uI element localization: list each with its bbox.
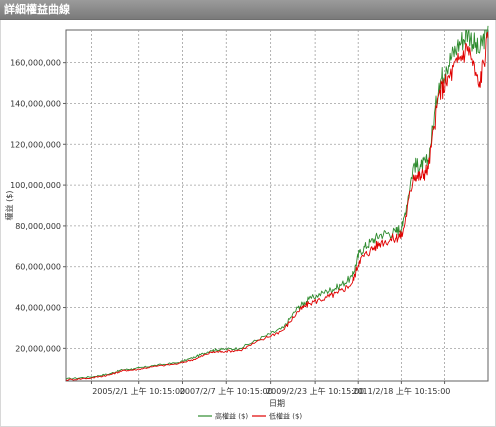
panel-title: 詳細權益曲線 — [0, 0, 496, 20]
y-tick-label: 100,000,000 — [10, 181, 61, 190]
x-axis-title: 日期 — [269, 399, 285, 408]
y-tick-label: 120,000,000 — [10, 140, 61, 149]
legend-label: 高權益 ($) — [215, 412, 248, 421]
x-tick-label: 2009/2/23 上午 10:15:00 — [266, 386, 364, 396]
y-tick-label: 140,000,000 — [10, 99, 61, 108]
y-tick-label: 40,000,000 — [15, 304, 61, 313]
y-axis-title: 權益 ($) — [4, 191, 14, 221]
y-tick-label: 20,000,000 — [15, 344, 61, 353]
legend-label: 低權益 ($) — [269, 412, 302, 421]
x-gridlines — [91, 30, 445, 381]
y-tick-label: 160,000,000 — [10, 59, 61, 68]
x-tick-label: 2007/2/7 上午 10:15:00 — [180, 386, 273, 396]
y-tick-label: 80,000,000 — [15, 222, 61, 231]
legend: 高權益 ($) 低權益 ($) — [198, 412, 302, 421]
plot-area — [65, 29, 489, 382]
series-line-1[interactable] — [65, 31, 489, 381]
x-tick-label: 2005/2/1 上午 10:15:00 — [92, 386, 185, 396]
x-tick-label: 2011/2/18 上午 10:15:00 — [352, 386, 450, 396]
y-tick-label: 60,000,000 — [15, 263, 61, 272]
